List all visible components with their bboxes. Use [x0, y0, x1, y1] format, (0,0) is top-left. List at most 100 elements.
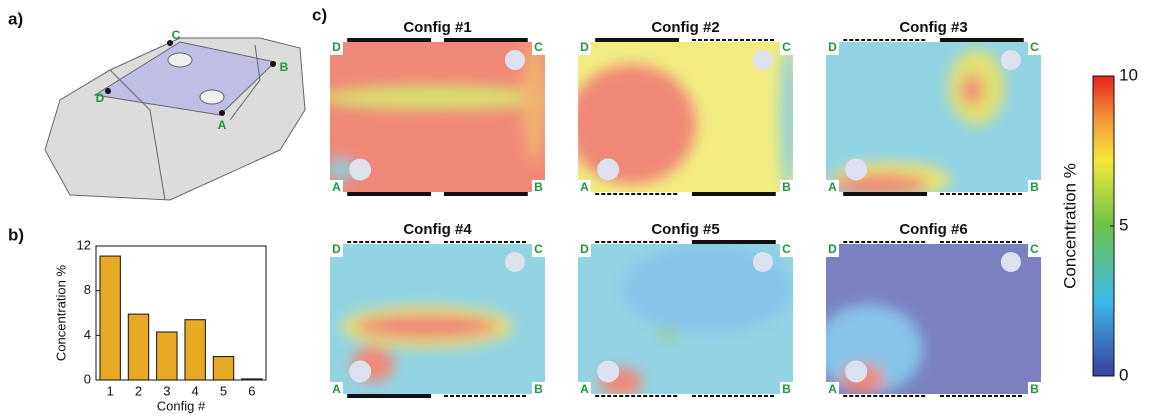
heatmap: Config #5 A B C D [578, 221, 793, 397]
bar [241, 378, 263, 381]
heatmap-title: Config #3 [899, 19, 967, 36]
point-label: B [280, 60, 289, 74]
heatmap-title: Config #2 [651, 19, 719, 36]
heatmap-field [578, 244, 793, 394]
heatmap: Config #4 A B C D [330, 221, 545, 398]
y-axis-label: Concentration % [53, 265, 68, 362]
point-label: A [218, 118, 227, 132]
corner-box [330, 180, 343, 195]
corner-box [578, 40, 591, 55]
obstacle [845, 158, 868, 181]
corner-box [532, 40, 545, 55]
heatmap: Config #2 A B C D [578, 19, 793, 196]
obstacle [349, 158, 372, 181]
heatmap-field [330, 244, 545, 394]
x-tick-label: 6 [248, 383, 255, 398]
corner-box [578, 180, 591, 195]
heatmap-blob [621, 244, 793, 334]
heatmap-title: Config #6 [899, 221, 967, 238]
corner-box [780, 40, 793, 55]
heatmap-blob [330, 85, 545, 110]
corner-box [826, 40, 839, 55]
corner-label: B [1030, 180, 1039, 194]
heatmap-blobs [578, 42, 793, 192]
colorbar-label: Concentration % [1060, 163, 1079, 289]
corner-label: A [580, 382, 589, 396]
heatmap-field [826, 244, 1041, 394]
corner-label: C [782, 242, 791, 256]
bar [184, 319, 206, 381]
obstacle [845, 360, 868, 383]
corner-box [826, 180, 839, 195]
corner-label: D [580, 40, 589, 54]
corner-label: C [1030, 40, 1039, 54]
heatmap-field [578, 42, 793, 192]
corner-label: A [332, 180, 341, 194]
corner-label: B [782, 180, 791, 194]
corner-label: A [332, 382, 341, 396]
bar [156, 331, 178, 381]
heatmap-blob [578, 64, 697, 185]
heatmap-blob [832, 174, 928, 192]
panel-label: c) [312, 5, 327, 24]
y-tick-label: 0 [84, 371, 91, 386]
obstacle [349, 360, 372, 383]
car-sketch [44, 37, 306, 201]
heatmap-title: Config #5 [651, 221, 719, 238]
bar [127, 313, 150, 381]
heatmap-blobs [340, 305, 513, 382]
corner-label: D [580, 242, 589, 256]
bar [212, 356, 235, 381]
corner-box [1028, 40, 1041, 55]
corner-label: B [782, 382, 791, 396]
corner-box [780, 382, 793, 397]
x-tick-label: 1 [107, 383, 114, 398]
corner-box [826, 242, 839, 257]
heatmap-blobs [599, 244, 793, 394]
corner-box [780, 180, 793, 195]
obstacle [752, 50, 773, 70]
obstacle [597, 158, 620, 181]
corner-box [330, 242, 343, 257]
corner-box [1028, 180, 1041, 195]
heatmap-title: Config #1 [403, 19, 471, 36]
corner-box [780, 242, 793, 257]
corner-label: D [332, 40, 341, 54]
obstacle [597, 360, 620, 383]
corner-label: A [580, 180, 589, 194]
corner-box [1028, 382, 1041, 397]
obstacle [504, 252, 525, 272]
obstacle [1000, 50, 1021, 70]
panel-label: a) [8, 9, 23, 28]
heatmap: Config #1 A B C D [330, 19, 545, 196]
heatmap: Config #3 A B C D [826, 19, 1041, 196]
heatmap-blobs [330, 42, 545, 182]
heatmap-blob [961, 75, 983, 105]
corner-box [532, 180, 545, 195]
point-label: C [172, 28, 181, 42]
corner-box [532, 382, 545, 397]
obstacle [752, 252, 773, 272]
heatmap: Config #6 A B C D [826, 221, 1041, 397]
corner-box [578, 382, 591, 397]
point-label: D [96, 91, 105, 105]
colorbar-tick-label: 0 [1119, 365, 1128, 384]
corner-label: B [534, 180, 543, 194]
heatmap-field [826, 42, 1041, 192]
corner-label: D [828, 40, 837, 54]
corner-box [330, 382, 343, 397]
corner-label: D [332, 242, 341, 256]
corner-label: C [534, 40, 543, 54]
colorbar-tick-label: 5 [1119, 215, 1128, 234]
heatmap-blob [330, 157, 354, 182]
x-tick-label: 4 [192, 383, 199, 398]
obstacle [504, 50, 525, 70]
corner-box [578, 242, 591, 257]
y-tick-label: 4 [84, 327, 91, 342]
corner-label: C [1030, 242, 1039, 256]
colorbar-tick-label: 10 [1119, 65, 1138, 84]
corner-label: A [828, 180, 837, 194]
heatmap-field [330, 42, 545, 192]
y-tick-label: 12 [77, 237, 91, 252]
